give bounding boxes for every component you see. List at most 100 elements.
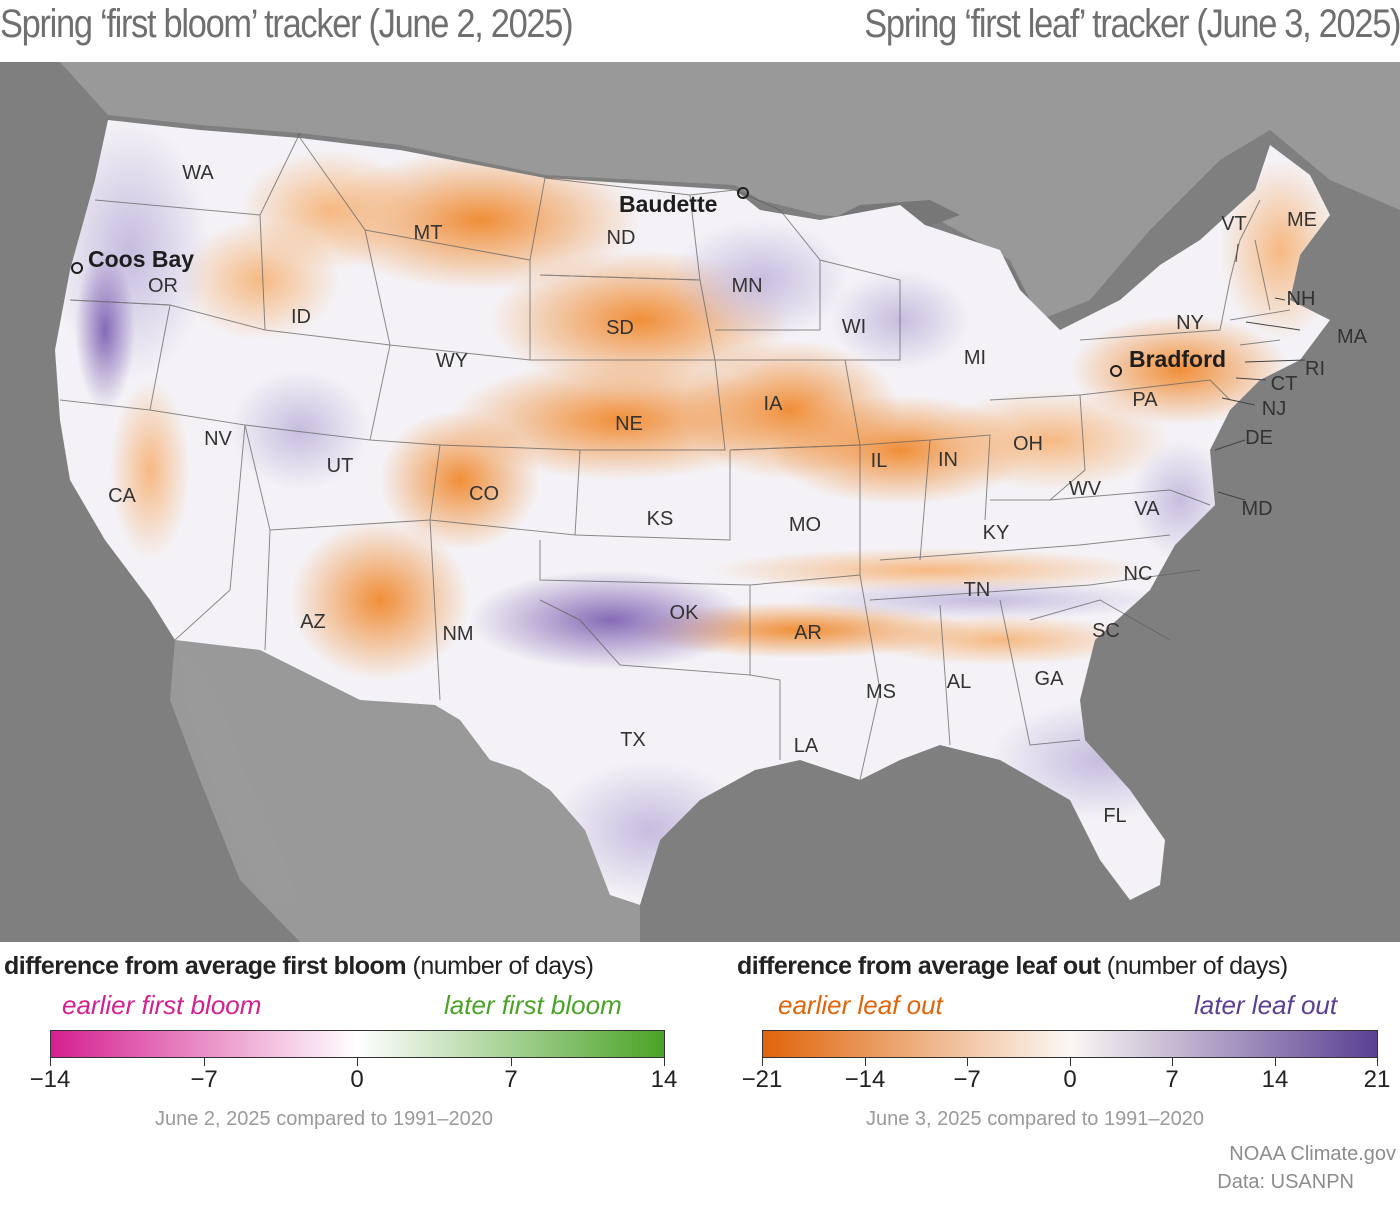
leaf-comparison-period: June 3, 2025 compared to 1991–2020: [866, 1108, 1205, 1130]
map-title-first-leaf: Spring ‘first leaf’ tracker (June 3, 202…: [864, 2, 1400, 46]
leaf-tick-label: −21: [741, 1066, 783, 1093]
state-leader-line: [1214, 439, 1246, 451]
state-label-ks: KS: [647, 508, 674, 530]
state-label-or: OR: [148, 275, 178, 297]
state-label-ga: GA: [1035, 668, 1065, 690]
leaf-tick-label: 0: [1063, 1066, 1077, 1093]
leaf-tick-label: 7: [1165, 1066, 1179, 1093]
state-label-nh: NH: [1287, 288, 1316, 310]
bloom-legend-heading-bold: difference from average first bloom: [4, 952, 407, 980]
state-leader-line: [1244, 359, 1306, 363]
state-label-nm: NM: [442, 623, 473, 645]
state-label-nj: NJ: [1262, 398, 1286, 420]
leaf-tick-mark: [762, 1058, 763, 1066]
bloom-tick-mark: [511, 1058, 512, 1066]
state-label-me: ME: [1287, 209, 1317, 231]
state-leader-line: [1245, 321, 1301, 331]
credit-source: NOAA Climate.gov: [1229, 1143, 1396, 1165]
state-label-vt: VT: [1221, 213, 1247, 235]
state-label-ct: CT: [1271, 373, 1298, 395]
bloom-tick-label: −7: [190, 1066, 218, 1093]
state-leader-line: [1221, 397, 1256, 406]
city-label-baudette: Baudette: [619, 191, 717, 217]
state-label-mt: MT: [414, 222, 443, 244]
earlier-first-bloom-label: earlier first bloom: [62, 990, 262, 1020]
state-label-fl: FL: [1103, 805, 1126, 827]
leaf-tick-mark: [967, 1058, 968, 1066]
bloom-tick-mark: [357, 1058, 358, 1066]
leaf-tick-mark: [1377, 1058, 1378, 1066]
leaf-tick-mark: [1070, 1058, 1071, 1066]
state-label-tn: TN: [964, 579, 991, 601]
bloom-tick-label: 14: [650, 1066, 678, 1093]
state-label-ut: UT: [327, 455, 354, 477]
leaf-tick-mark: [865, 1058, 866, 1066]
city-label-coos-bay: Coos Bay: [88, 246, 194, 272]
state-leader-line: [1235, 377, 1267, 381]
state-label-de: DE: [1245, 427, 1273, 449]
mexico-land: [170, 640, 640, 942]
state-label-ms: MS: [866, 681, 896, 703]
leaf-legend-heading-unit: (number of days): [1106, 952, 1288, 980]
state-label-il: IL: [871, 450, 888, 472]
state-label-ne: NE: [615, 413, 643, 435]
state-label-nv: NV: [204, 428, 232, 450]
later-leaf-out-label: later leaf out: [1194, 990, 1338, 1020]
state-label-va: VA: [1134, 498, 1160, 520]
city-label-bradford: Bradford: [1129, 346, 1226, 372]
state-label-wy: WY: [436, 350, 468, 372]
bloom-tick-mark: [50, 1058, 51, 1066]
earlier-leaf-out-label: earlier leaf out: [778, 990, 943, 1020]
bloom-tick-label: 7: [504, 1066, 518, 1093]
state-leader-line: [1217, 491, 1246, 501]
state-label-mo: MO: [789, 514, 821, 536]
bloom-legend-heading-unit: (number of days): [412, 952, 594, 980]
state-leader-line: [1274, 297, 1286, 301]
state-label-az: AZ: [300, 611, 326, 633]
state-label-md: MD: [1241, 498, 1272, 520]
state-label-mi: MI: [964, 347, 986, 369]
state-label-id: ID: [291, 306, 311, 328]
state-label-wi: WI: [842, 316, 866, 338]
state-label-ri: RI: [1305, 358, 1325, 380]
state-label-sc: SC: [1092, 620, 1120, 642]
state-label-nc: NC: [1124, 563, 1153, 585]
state-leader-line: [1235, 243, 1239, 263]
leaf-tick-label: 14: [1261, 1066, 1289, 1093]
state-label-co: CO: [469, 483, 499, 505]
bloom-tick-label: 0: [350, 1066, 364, 1093]
state-label-ma: MA: [1337, 326, 1368, 348]
bloom-tick-mark: [664, 1058, 665, 1066]
bloom-legend-heading: difference from average first bloom (num…: [4, 952, 594, 981]
state-label-ca: CA: [108, 485, 136, 507]
state-label-oh: OH: [1013, 433, 1043, 455]
state-label-ny: NY: [1176, 312, 1204, 334]
bloom-tick-mark: [204, 1058, 205, 1066]
state-label-pa: PA: [1132, 389, 1158, 411]
first-bloom-colorbar: [50, 1030, 665, 1058]
leaf-legend-heading-bold: difference from average leaf out: [737, 952, 1101, 980]
credit-data: Data: USANPN: [1217, 1171, 1354, 1193]
leaf-tick-label: −14: [844, 1066, 886, 1093]
map-title-first-bloom: Spring ‘first bloom’ tracker (June 2, 20…: [0, 2, 574, 46]
state-label-ky: KY: [983, 522, 1010, 544]
leaf-tick-mark: [1172, 1058, 1173, 1066]
bloom-tick-label: −14: [29, 1066, 71, 1093]
city-marker-bradford: [1110, 365, 1122, 377]
state-label-ar: AR: [794, 622, 822, 644]
state-label-nd: ND: [607, 227, 636, 249]
state-label-sd: SD: [606, 317, 634, 339]
state-label-in: IN: [938, 449, 958, 471]
city-marker-baudette: [737, 187, 749, 199]
state-label-wv: WV: [1069, 478, 1102, 500]
state-label-al: AL: [947, 671, 971, 693]
state-label-tx: TX: [620, 729, 646, 751]
canada-land: [0, 62, 1400, 320]
baja-peninsula: [180, 650, 300, 905]
leaf-out-map: WA OR CA ID NV MT WY UT AZ CO NM ND SD NE KS OK TX MN IA MO…: [0, 62, 1400, 942]
state-label-wa: WA: [182, 162, 214, 184]
later-first-bloom-label: later first bloom: [444, 990, 622, 1020]
state-boundaries: [59, 132, 1291, 781]
leaf-tick-mark: [1275, 1058, 1276, 1066]
state-label-ok: OK: [670, 602, 700, 624]
